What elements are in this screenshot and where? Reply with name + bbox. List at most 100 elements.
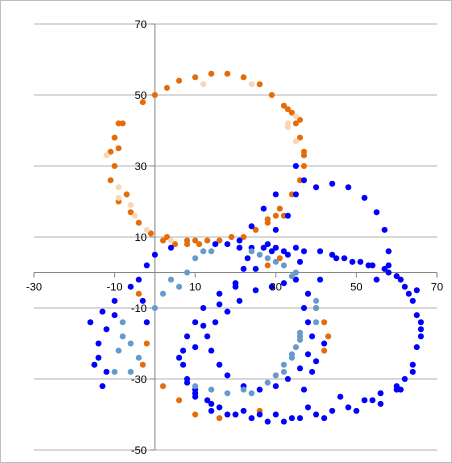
data-point (104, 326, 110, 332)
data-point (402, 284, 408, 290)
data-point (212, 241, 218, 247)
data-point (293, 138, 299, 144)
data-point (96, 341, 102, 347)
data-point (176, 397, 182, 403)
data-point (168, 238, 174, 244)
x-tick-label: -30 (26, 282, 42, 294)
data-point (136, 220, 142, 226)
data-point (285, 252, 291, 258)
data-point (273, 259, 279, 265)
y-tick-label: -10 (131, 303, 147, 315)
data-point (144, 262, 150, 268)
data-point (237, 298, 243, 304)
data-point (329, 181, 335, 187)
data-point (233, 284, 239, 290)
data-point (378, 390, 384, 396)
data-point (257, 387, 263, 393)
data-point (136, 277, 142, 283)
y-tick-label: -50 (131, 445, 147, 457)
data-point (224, 390, 230, 396)
data-point (160, 291, 166, 297)
data-point (293, 344, 299, 350)
data-point (301, 177, 307, 183)
data-point (321, 341, 327, 347)
data-point (273, 213, 279, 219)
data-point (301, 248, 307, 254)
data-point (192, 255, 198, 261)
data-point (116, 184, 122, 190)
data-point (241, 74, 247, 80)
data-point (313, 358, 319, 364)
data-point (249, 415, 255, 421)
data-point (273, 245, 279, 251)
data-point (200, 305, 206, 311)
data-point (152, 92, 158, 98)
data-point (184, 380, 190, 386)
data-point (241, 408, 247, 414)
y-tick-label: 70 (135, 19, 147, 31)
data-point (180, 362, 186, 368)
data-point (414, 312, 420, 318)
data-point (120, 333, 126, 339)
data-point (386, 248, 392, 254)
data-point (386, 262, 392, 268)
data-point (100, 383, 106, 389)
data-point (152, 305, 158, 311)
x-tick-label: 30 (270, 282, 282, 294)
data-point (265, 419, 271, 425)
data-point (241, 266, 247, 272)
data-point (345, 184, 351, 190)
data-point (333, 255, 339, 261)
data-point (305, 404, 311, 410)
data-point (124, 191, 130, 197)
data-point (402, 376, 408, 382)
data-point (293, 191, 299, 197)
data-point (281, 262, 287, 268)
data-point (382, 227, 388, 233)
data-point (237, 245, 243, 251)
data-point (208, 401, 214, 407)
data-point (208, 387, 214, 393)
data-point (160, 383, 166, 389)
data-point (87, 319, 93, 325)
data-point (245, 255, 251, 261)
data-point (176, 78, 182, 84)
x-tick-label: 10 (189, 282, 201, 294)
data-point (321, 319, 327, 325)
data-point (321, 415, 327, 421)
data-point (112, 298, 118, 304)
data-point (120, 120, 126, 126)
series-layer (87, 71, 424, 425)
data-point (208, 408, 214, 414)
data-point (128, 202, 134, 208)
data-point (144, 341, 150, 347)
data-point (289, 273, 295, 279)
grid-layer (34, 24, 437, 450)
data-point (136, 291, 142, 297)
data-point (366, 262, 372, 268)
data-point (305, 291, 311, 297)
y-tick-label: 30 (135, 161, 147, 173)
data-point (176, 284, 182, 290)
data-point (362, 195, 368, 201)
data-point (285, 213, 291, 219)
data-point (140, 362, 146, 368)
data-point (192, 344, 198, 350)
y-tick-label: 50 (135, 90, 147, 102)
data-point (216, 301, 222, 307)
data-point (224, 412, 230, 418)
data-point (116, 195, 122, 201)
data-point (224, 309, 230, 315)
x-tick-label: 50 (350, 282, 362, 294)
data-point (410, 298, 416, 304)
data-point (100, 309, 106, 315)
y-tick-label: 10 (135, 232, 147, 244)
data-point (216, 362, 222, 368)
data-point (144, 319, 150, 325)
data-point (305, 319, 311, 325)
data-point (216, 291, 222, 297)
data-point (192, 383, 198, 389)
data-point (325, 333, 331, 339)
